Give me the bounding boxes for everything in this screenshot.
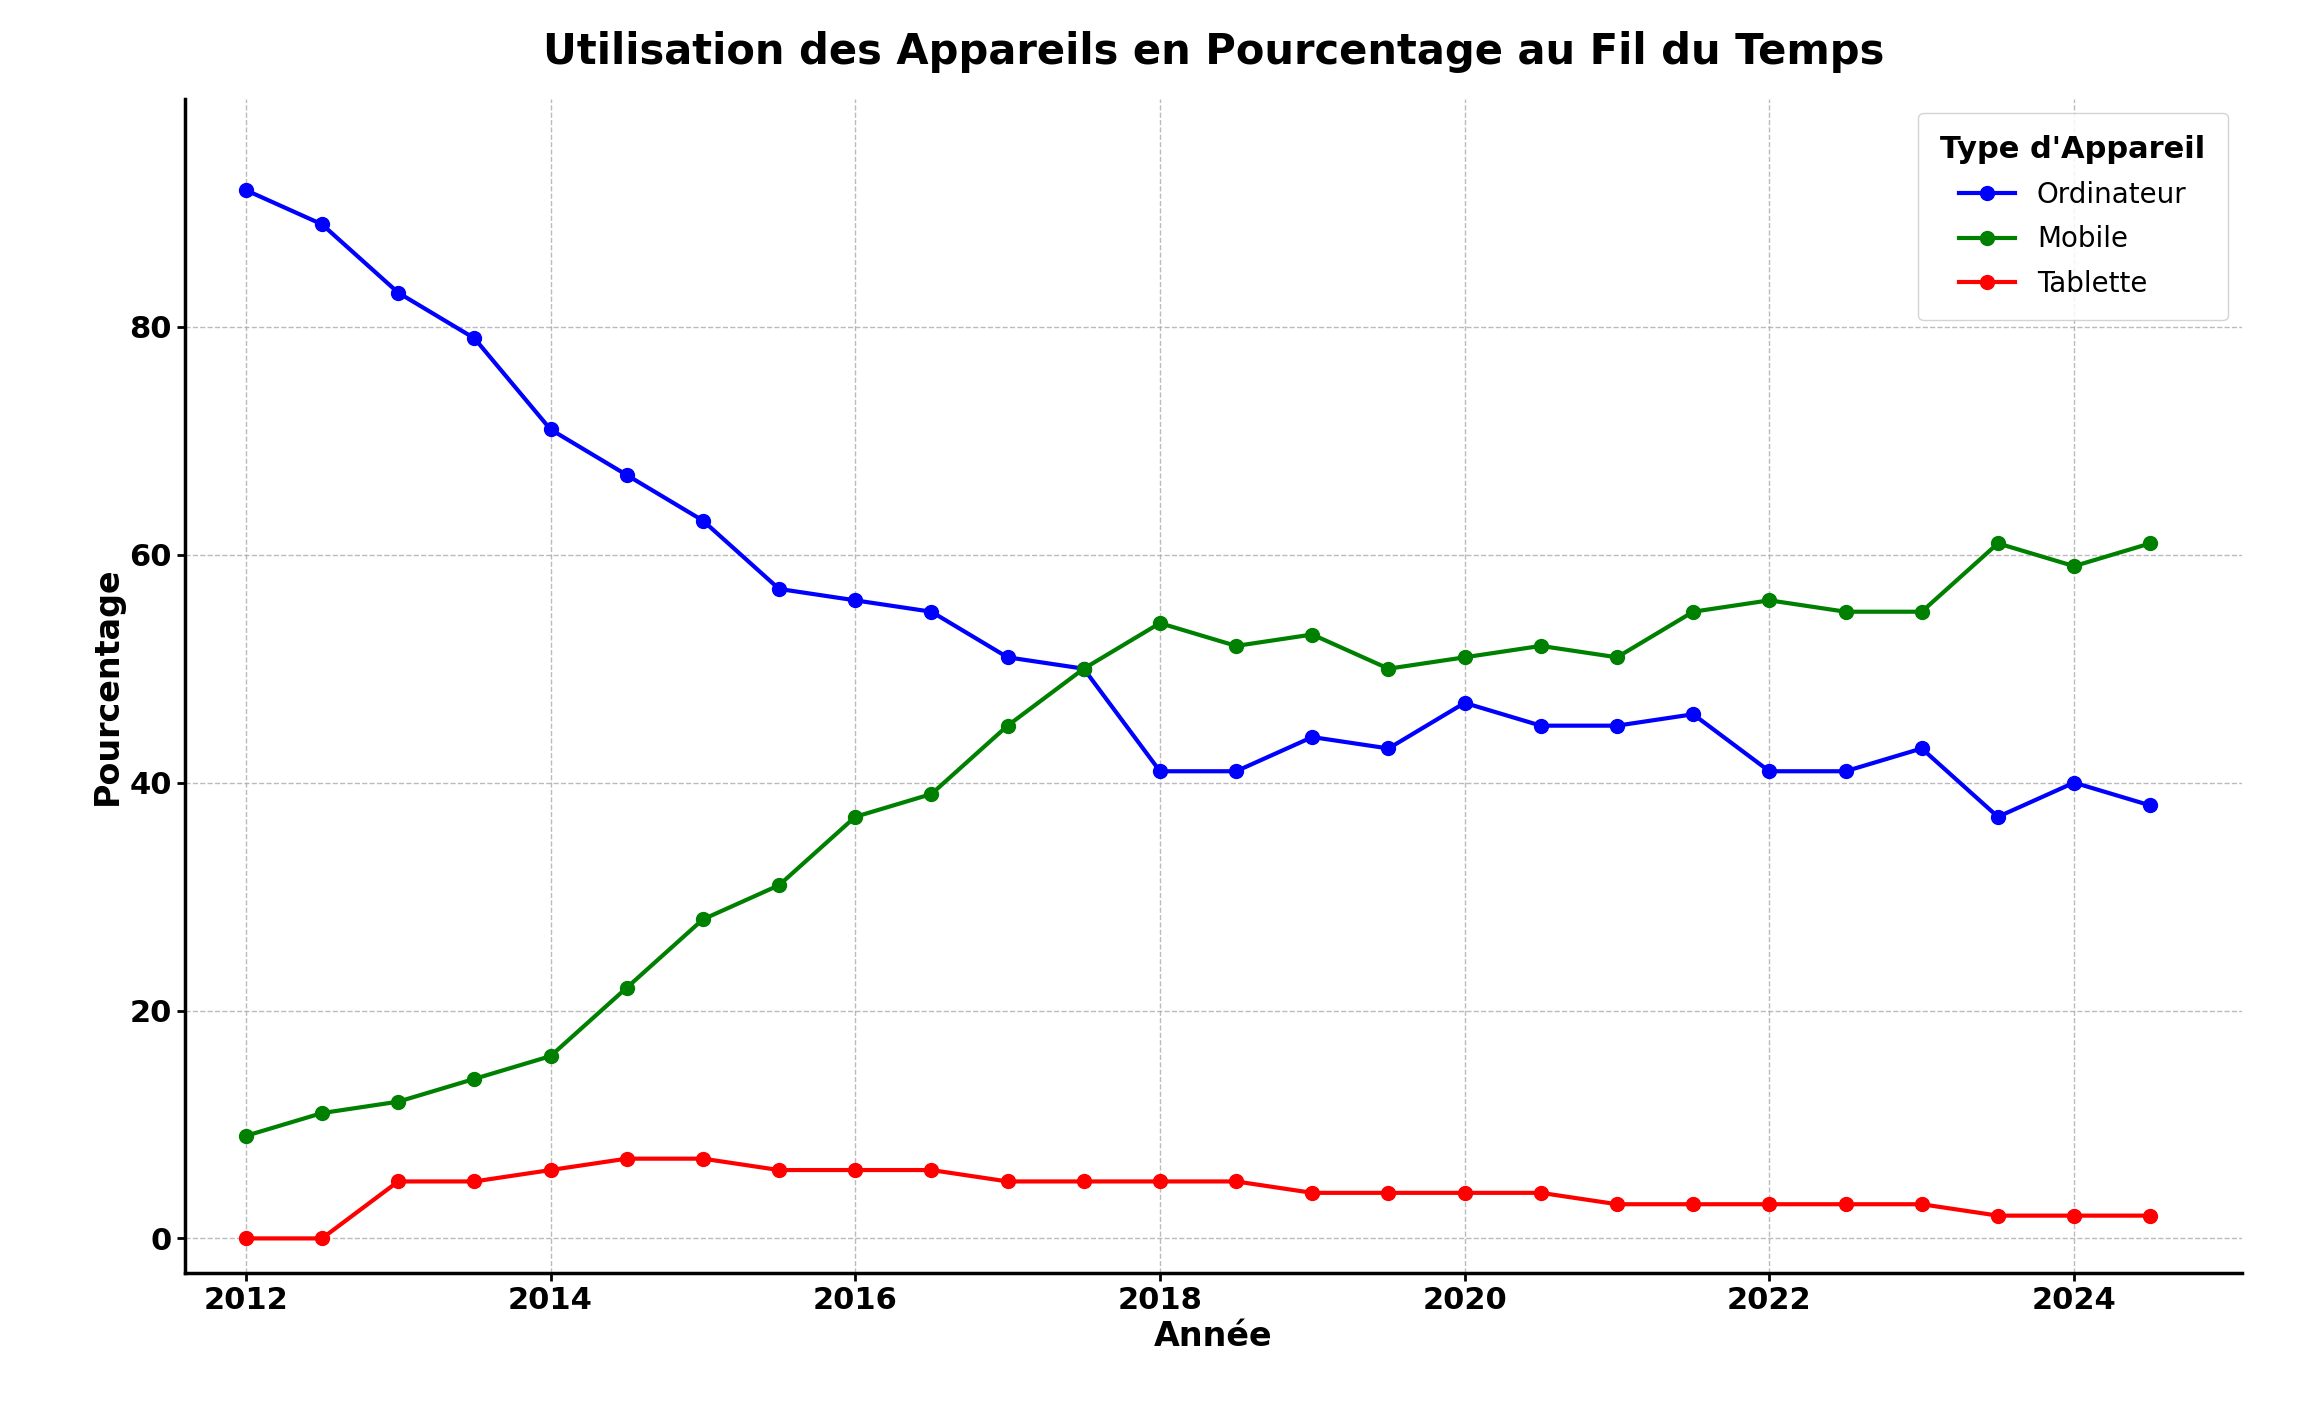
Legend: Ordinateur, Mobile, Tablette: Ordinateur, Mobile, Tablette bbox=[1918, 113, 2228, 321]
Mobile bbox=[917, 786, 945, 803]
Ordinateur bbox=[765, 581, 793, 598]
X-axis label: Année: Année bbox=[1153, 1321, 1273, 1353]
Mobile bbox=[612, 980, 640, 997]
Mobile bbox=[231, 1127, 259, 1144]
Tablette bbox=[1985, 1208, 2013, 1225]
Mobile bbox=[307, 1104, 335, 1121]
Ordinateur bbox=[1604, 717, 1632, 734]
Tablette bbox=[917, 1161, 945, 1178]
Ordinateur bbox=[2135, 797, 2163, 814]
Mobile bbox=[1299, 626, 1327, 643]
Mobile bbox=[460, 1070, 488, 1087]
Tablette bbox=[1604, 1196, 1632, 1213]
Tablette bbox=[1909, 1196, 1937, 1213]
Mobile bbox=[1833, 604, 1860, 621]
Ordinateur bbox=[460, 329, 488, 346]
Tablette bbox=[2135, 1208, 2163, 1225]
Mobile bbox=[841, 809, 869, 826]
Tablette bbox=[1528, 1185, 1555, 1202]
Line: Tablette: Tablette bbox=[238, 1152, 2156, 1246]
Ordinateur bbox=[1985, 809, 2013, 826]
Tablette bbox=[1680, 1196, 1708, 1213]
Ordinateur bbox=[689, 512, 716, 529]
Ordinateur bbox=[1223, 762, 1250, 779]
Ordinateur bbox=[2059, 773, 2087, 790]
Tablette bbox=[1833, 1196, 1860, 1213]
Ordinateur bbox=[1909, 740, 1937, 756]
Ordinateur bbox=[1146, 762, 1174, 779]
Tablette bbox=[994, 1174, 1021, 1191]
Tablette bbox=[1070, 1174, 1098, 1191]
Mobile bbox=[1604, 649, 1632, 666]
Tablette bbox=[1299, 1185, 1327, 1202]
Mobile bbox=[1909, 604, 1937, 621]
Title: Utilisation des Appareils en Pourcentage au Fil du Temps: Utilisation des Appareils en Pourcentage… bbox=[543, 31, 1883, 74]
Ordinateur bbox=[1833, 762, 1860, 779]
Ordinateur bbox=[1756, 762, 1784, 779]
Tablette bbox=[307, 1230, 335, 1247]
Mobile bbox=[1756, 592, 1784, 609]
Mobile bbox=[1528, 638, 1555, 655]
Mobile bbox=[689, 911, 716, 928]
Mobile bbox=[994, 717, 1021, 734]
Tablette bbox=[460, 1174, 488, 1191]
Tablette bbox=[1375, 1185, 1403, 1202]
Mobile bbox=[536, 1048, 564, 1065]
Mobile bbox=[1146, 615, 1174, 632]
Mobile bbox=[1680, 604, 1708, 621]
Line: Ordinateur: Ordinateur bbox=[238, 184, 2156, 824]
Tablette bbox=[1146, 1174, 1174, 1191]
Mobile bbox=[1985, 534, 2013, 551]
Mobile bbox=[384, 1093, 411, 1110]
Ordinateur bbox=[1070, 660, 1098, 677]
Y-axis label: Pourcentage: Pourcentage bbox=[90, 567, 122, 805]
Tablette bbox=[841, 1161, 869, 1178]
Mobile bbox=[1070, 660, 1098, 677]
Ordinateur bbox=[231, 181, 259, 198]
Ordinateur bbox=[307, 216, 335, 233]
Tablette bbox=[536, 1161, 564, 1178]
Tablette bbox=[384, 1174, 411, 1191]
Ordinateur bbox=[1299, 728, 1327, 745]
Ordinateur bbox=[841, 592, 869, 609]
Ordinateur bbox=[1680, 706, 1708, 723]
Tablette bbox=[765, 1161, 793, 1178]
Tablette bbox=[689, 1150, 716, 1167]
Ordinateur bbox=[1451, 694, 1479, 711]
Ordinateur bbox=[917, 604, 945, 621]
Line: Mobile: Mobile bbox=[238, 536, 2156, 1143]
Tablette bbox=[1451, 1185, 1479, 1202]
Mobile bbox=[2135, 534, 2163, 551]
Tablette bbox=[2059, 1208, 2087, 1225]
Ordinateur bbox=[1528, 717, 1555, 734]
Ordinateur bbox=[536, 421, 564, 438]
Tablette bbox=[231, 1230, 259, 1247]
Ordinateur bbox=[1375, 740, 1403, 756]
Mobile bbox=[1223, 638, 1250, 655]
Mobile bbox=[1451, 649, 1479, 666]
Mobile bbox=[1375, 660, 1403, 677]
Mobile bbox=[765, 877, 793, 894]
Ordinateur bbox=[612, 467, 640, 484]
Ordinateur bbox=[994, 649, 1021, 666]
Mobile bbox=[2059, 557, 2087, 574]
Tablette bbox=[1223, 1174, 1250, 1191]
Tablette bbox=[1756, 1196, 1784, 1213]
Ordinateur bbox=[384, 284, 411, 301]
Tablette bbox=[612, 1150, 640, 1167]
